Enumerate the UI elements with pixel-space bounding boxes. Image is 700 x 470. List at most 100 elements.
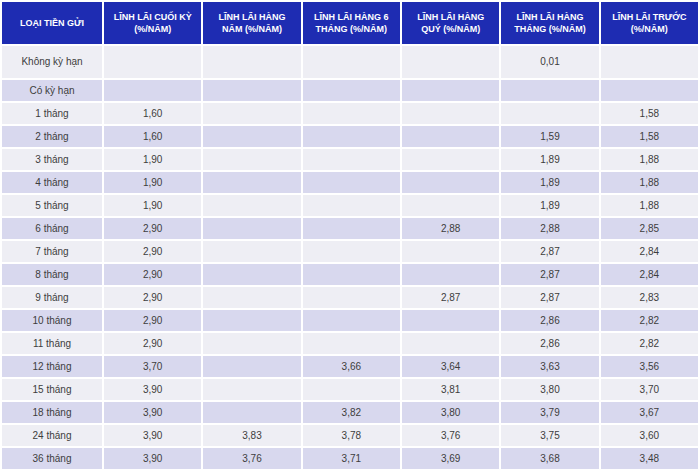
rate-cell	[203, 356, 300, 377]
rate-cell: 2,90	[104, 287, 201, 308]
rate-cell	[303, 80, 400, 101]
column-header-2: LĨNH LÃI HÀNG NĂM (%/NĂM)	[203, 2, 300, 44]
rate-cell: 2,88	[501, 218, 598, 239]
table-row: Không kỳ hạn 0,01	[2, 46, 698, 78]
rate-cell: 3,82	[303, 402, 400, 423]
rate-cell	[104, 80, 201, 101]
rate-cell: 1,90	[104, 172, 201, 193]
rate-cell: 3,80	[402, 402, 499, 423]
table-row: 12 tháng3,703,663,643,633,56	[2, 356, 698, 377]
rate-cell: 3,90	[104, 448, 201, 469]
rate-cell	[501, 80, 598, 101]
rate-cell	[303, 195, 400, 216]
rate-cell: 3,90	[104, 402, 201, 423]
rate-cell: 2,83	[601, 287, 698, 308]
rate-cell: 2,82	[601, 310, 698, 331]
rate-cell	[303, 172, 400, 193]
rate-cell: 2,84	[601, 264, 698, 285]
table-row: 6 tháng2,902,882,882,85	[2, 218, 698, 239]
rate-cell	[303, 46, 400, 78]
rate-cell: 2,86	[501, 333, 598, 354]
rate-cell	[203, 379, 300, 400]
rate-cell: 3,83	[203, 425, 300, 446]
deposit-type-cell: 7 tháng	[2, 241, 102, 262]
table-row: 9 tháng2,902,872,872,83	[2, 287, 698, 308]
rate-cell: 3,76	[203, 448, 300, 469]
rate-cell	[203, 264, 300, 285]
table-row: Có kỳ hạn	[2, 80, 698, 101]
rate-cell	[402, 80, 499, 101]
deposit-type-cell: Không kỳ hạn	[2, 46, 102, 78]
interest-rate-page: LOẠI TIỀN GỬILĨNH LÃI CUỐI KỲ (%/NĂM)LĨN…	[0, 0, 700, 470]
rate-cell: 2,90	[104, 218, 201, 239]
rate-cell	[303, 126, 400, 147]
deposit-type-cell: 12 tháng	[2, 356, 102, 377]
rate-cell: 2,86	[501, 310, 598, 331]
rate-cell	[303, 379, 400, 400]
rate-cell	[402, 264, 499, 285]
rate-cell	[203, 218, 300, 239]
deposit-type-cell: 11 tháng	[2, 333, 102, 354]
rate-cell: 1,88	[601, 195, 698, 216]
rate-cell	[203, 402, 300, 423]
rate-cell: 1,89	[501, 149, 598, 170]
rate-cell	[303, 149, 400, 170]
rate-cell	[203, 333, 300, 354]
deposit-type-cell: Có kỳ hạn	[2, 80, 102, 101]
rate-cell: 2,90	[104, 310, 201, 331]
rate-cell: 3,48	[601, 448, 698, 469]
rate-cell	[402, 46, 499, 78]
table-row: 24 tháng3,903,833,783,763,753,60	[2, 425, 698, 446]
column-header-5: LĨNH LÃI HÀNG THÁNG (%/NĂM)	[501, 2, 598, 44]
rate-cell	[402, 333, 499, 354]
rate-cell: 2,90	[104, 241, 201, 262]
column-header-4: LĨNH LÃI HÀNG QUÝ (%/NĂM)	[402, 2, 499, 44]
deposit-type-cell: 15 tháng	[2, 379, 102, 400]
deposit-type-cell: 1 tháng	[2, 103, 102, 124]
rate-cell	[303, 103, 400, 124]
rate-cell: 3,81	[402, 379, 499, 400]
deposit-type-cell: 8 tháng	[2, 264, 102, 285]
column-header-0: LOẠI TIỀN GỬI	[2, 2, 102, 44]
rate-cell: 3,90	[104, 425, 201, 446]
table-row: 8 tháng2,902,872,84	[2, 264, 698, 285]
rate-cell	[203, 287, 300, 308]
rate-cell: 2,84	[601, 241, 698, 262]
table-row: 4 tháng1,901,891,88	[2, 172, 698, 193]
rate-cell: 3,68	[501, 448, 598, 469]
rate-cell: 1,60	[104, 126, 201, 147]
rate-cell: 1,58	[601, 126, 698, 147]
rate-cell	[303, 310, 400, 331]
rate-cell: 2,87	[501, 287, 598, 308]
rate-cell	[203, 241, 300, 262]
rate-cell: 2,87	[501, 264, 598, 285]
column-header-6: LĨNH LÃI TRƯỚC (%/NĂM)	[601, 2, 698, 44]
rate-cell	[303, 264, 400, 285]
rate-cell: 2,85	[601, 218, 698, 239]
rate-cell: 3,76	[402, 425, 499, 446]
rate-cell	[601, 80, 698, 101]
table-row: 7 tháng2,902,872,84	[2, 241, 698, 262]
column-header-3: LĨNH LÃI HÀNG 6 THÁNG (%/NĂM)	[303, 2, 400, 44]
deposit-type-cell: 3 tháng	[2, 149, 102, 170]
rate-cell	[501, 103, 598, 124]
rate-cell: 1,90	[104, 195, 201, 216]
rate-cell: 1,59	[501, 126, 598, 147]
rate-cell: 3,63	[501, 356, 598, 377]
rate-cell: 3,71	[303, 448, 400, 469]
header-row: LOẠI TIỀN GỬILĨNH LÃI CUỐI KỲ (%/NĂM)LĨN…	[2, 2, 698, 44]
rate-cell	[601, 46, 698, 78]
deposit-type-cell: 4 tháng	[2, 172, 102, 193]
rate-cell	[203, 103, 300, 124]
rate-cell	[203, 149, 300, 170]
rate-cell	[203, 46, 300, 78]
table-row: 5 tháng1,901,891,88	[2, 195, 698, 216]
rate-cell	[303, 241, 400, 262]
rate-cell: 1,89	[501, 172, 598, 193]
rate-cell	[203, 310, 300, 331]
deposit-type-cell: 6 tháng	[2, 218, 102, 239]
rate-cell: 2,90	[104, 333, 201, 354]
rate-cell: 0,01	[501, 46, 598, 78]
table-row: 18 tháng3,903,823,803,793,67	[2, 402, 698, 423]
deposit-type-cell: 2 tháng	[2, 126, 102, 147]
